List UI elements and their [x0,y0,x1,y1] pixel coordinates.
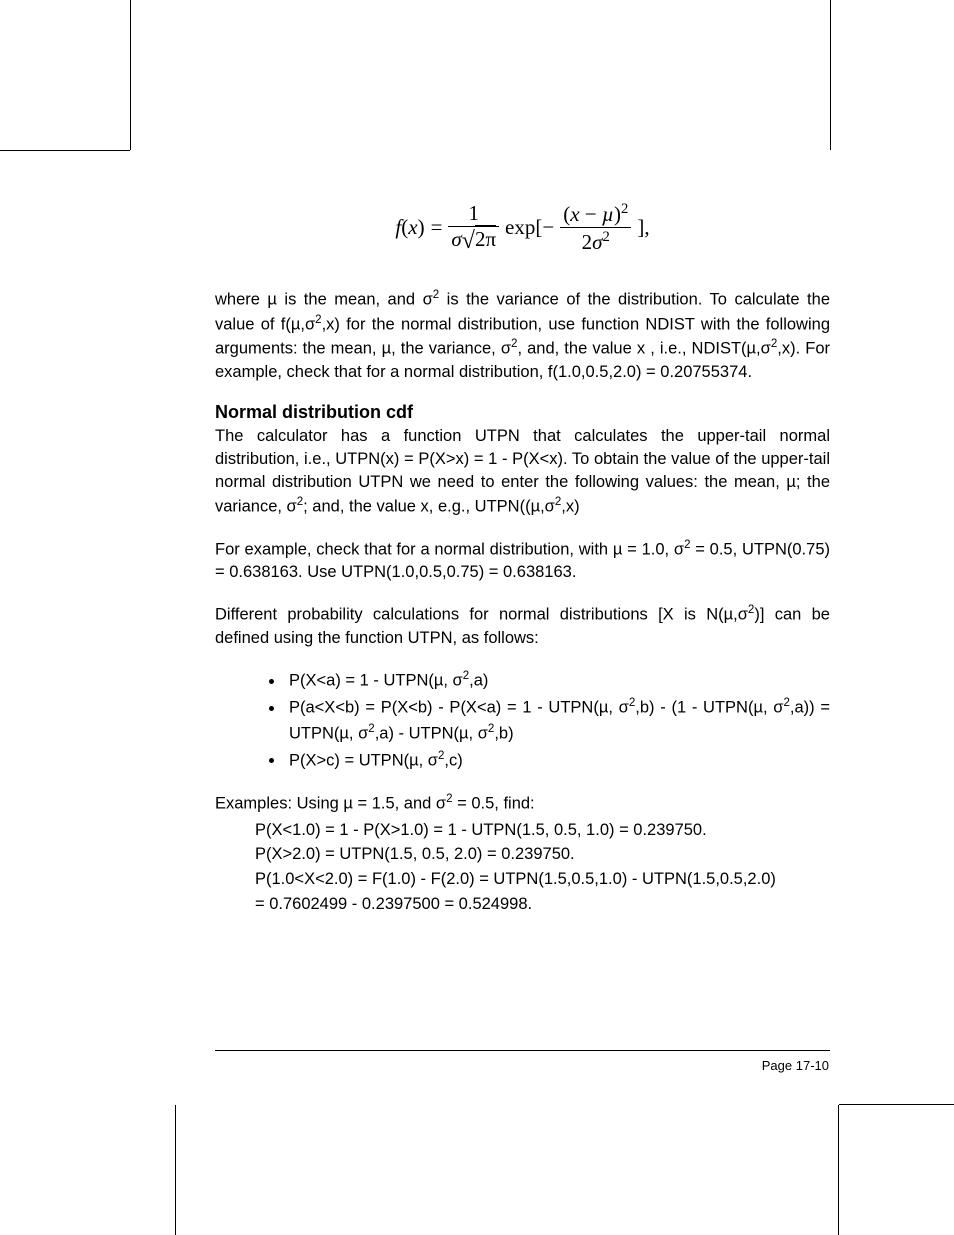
num-r: ) [614,202,621,226]
bullet-1: P(X<a) = 1 - UTPN(µ, σ2,a) [285,668,830,693]
paragraph-1: where µ is the mean, and σ2 is the varia… [215,287,830,384]
p2-b: ; and, the value x, e.g., UTPN((µ,σ [303,498,555,516]
ex-intro-b: = 0.5, find: [453,795,535,813]
page-footer: Page 17-10 [762,1058,829,1073]
ex-line-1: P(X<1.0) = 1 - P(X>1.0) = 1 - UTPN(1.5, … [255,818,830,843]
lhs-x: x [408,215,417,239]
p4-a: Different probability calculations for n… [215,606,748,624]
examples-intro: Examples: Using µ = 1.5, and σ2 = 0.5, f… [215,791,830,816]
paragraph-4: Different probability calculations for n… [215,602,830,650]
bullet-list: P(X<a) = 1 - UTPN(µ, σ2,a) P(a<X<b) = P(… [215,668,830,773]
paragraph-3: For example, check that for a normal dis… [215,537,830,585]
b1-b: ,a) [469,672,488,690]
crop-mark [175,1105,176,1235]
b2-d: ,a) - UTPN(µ, σ [375,724,488,742]
num-x: x [570,202,579,226]
ex-line-3: P(1.0<X<2.0) = F(1.0) - F(2.0) = UTPN(1.… [255,867,830,892]
footer-rule [215,1050,830,1051]
ex-intro-a: Examples: Using µ = 1.5, and σ [215,795,446,813]
frac1-root: 2π [475,227,496,251]
frac1-num: 1 [448,203,499,227]
frac1-sigma: σ [451,227,461,251]
b3-b: ,c) [444,751,462,769]
p2-c: ,x) [561,498,579,516]
crop-mark [130,0,131,150]
bullet-3: P(X>c) = UTPN(µ, σ2,c) [285,748,830,773]
crop-mark [838,1105,839,1235]
example-lines: P(X<1.0) = 1 - P(X>1.0) = 1 - UTPN(1.5, … [215,818,830,917]
crop-mark [0,150,130,151]
paragraph-2: The calculator has a function UTPN that … [215,425,830,519]
crop-mark [839,1104,954,1105]
b3-a: P(X>c) = UTPN(µ, σ [289,751,438,769]
den-pow: 2 [603,229,610,245]
p1-a: where µ is the mean, and σ [215,291,433,309]
p3-a: For example, check that for a normal dis… [215,540,684,558]
exp: exp [505,215,535,239]
b1-a: P(X<a) = 1 - UTPN(µ, σ [289,672,463,690]
den-two: 2 [582,230,593,254]
content-area: f(x) = 1 σ√2π exp[− (x − µ)2 [215,200,830,917]
bullet-2: P(a<X<b) = P(X<b) - P(X<a) = 1 - UTPN(µ,… [285,695,830,746]
num-minus: − [580,202,602,226]
crop-mark [830,0,831,150]
num-pow: 2 [621,201,628,217]
b2-a: P(a<X<b) = P(X<b) - P(X<a) = 1 - UTPN(µ,… [289,699,629,717]
section-heading: Normal distribution cdf [215,402,830,423]
p1-d: , and, the value x , i.e., NDIST(µ,σ [517,340,770,358]
num-mu: µ [602,202,614,226]
den-sigma: σ [592,230,602,254]
formula-tail: ], [635,202,651,253]
ex-line-2: P(X>2.0) = UTPN(1.5, 0.5, 2.0) = 0.23975… [255,842,830,867]
ex-line-4: = 0.7602499 - 0.2397500 = 0.524998. [255,892,830,917]
b2-e: ,b) [494,724,513,742]
page: f(x) = 1 σ√2π exp[− (x − µ)2 [0,0,954,1235]
pdf-formula: f(x) = 1 σ√2π exp[− (x − µ)2 [215,200,830,255]
b2-b: ,b) - (1 - UTPN(µ, σ [635,699,783,717]
